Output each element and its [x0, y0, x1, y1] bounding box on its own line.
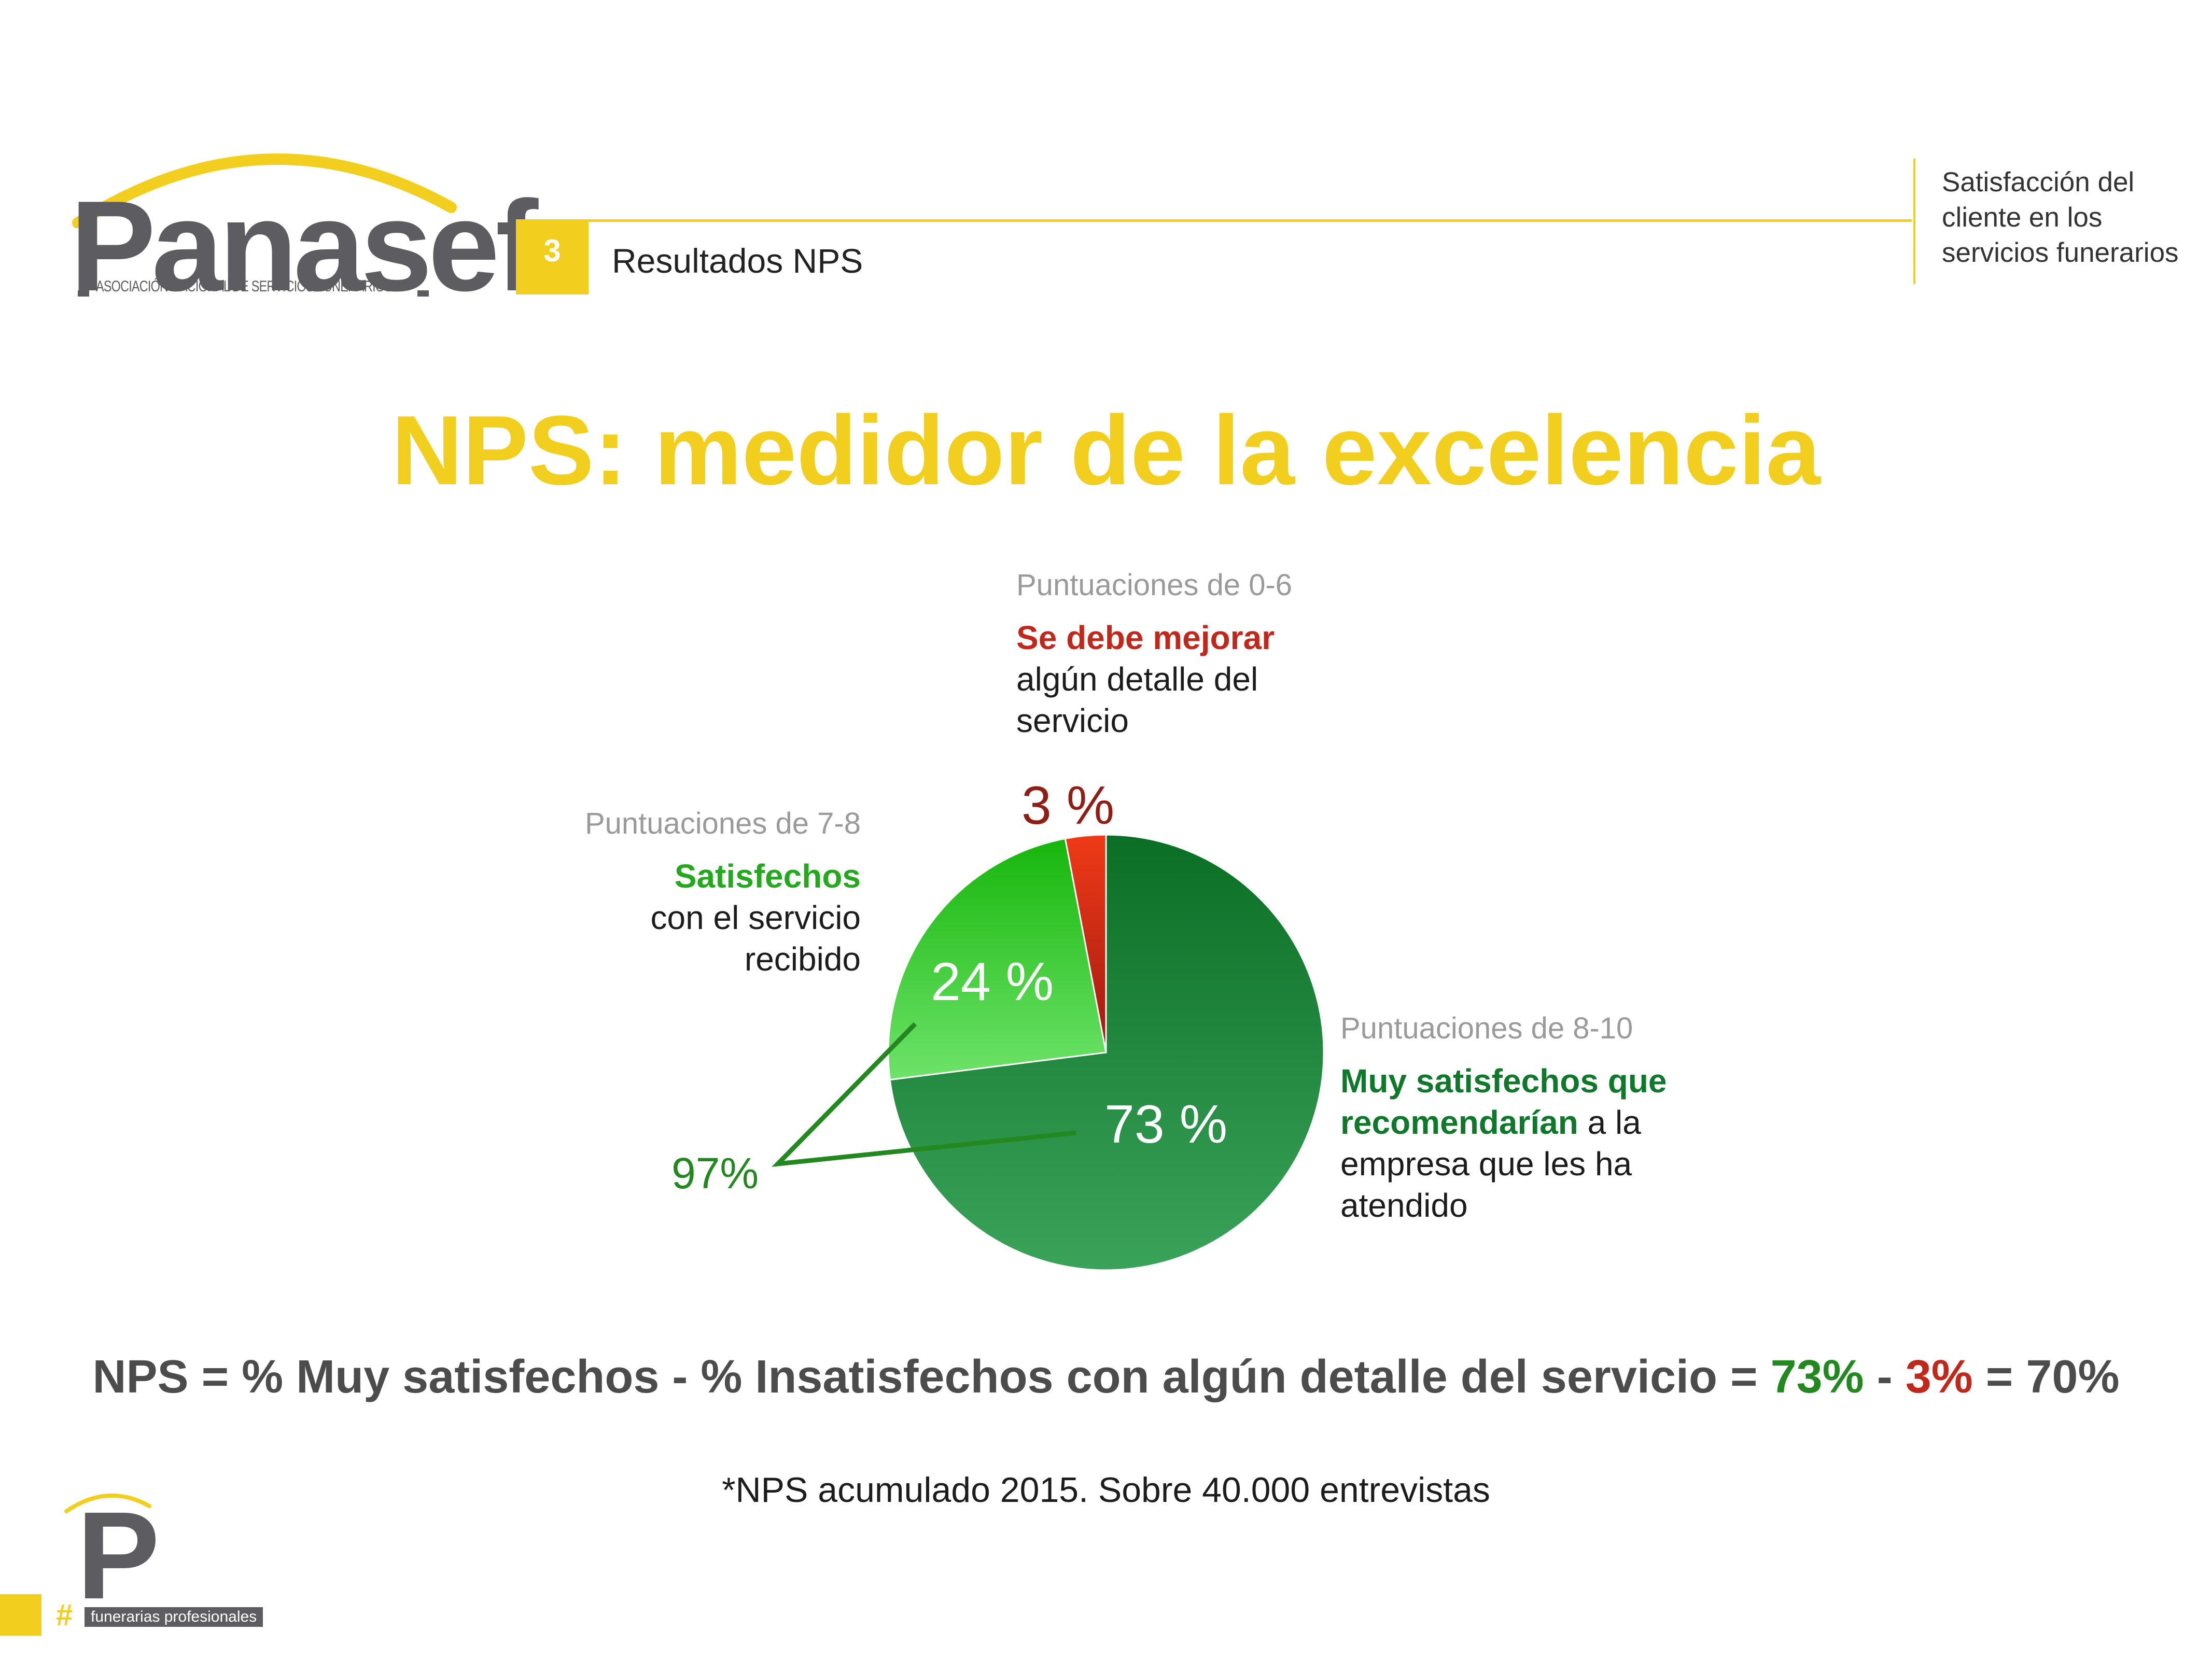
legend-text: servicio — [1016, 702, 1129, 739]
header-rule — [516, 219, 1912, 222]
nps-formula: NPS = % Muy satisfechos - % Insatisfecho… — [0, 1351, 2212, 1404]
legend-text: empresa que les ha — [1340, 1145, 1632, 1183]
legend-description: Se debe mejorar algún detalle del servic… — [1016, 617, 1292, 741]
legend-text: atendido — [1340, 1187, 1468, 1224]
formula-minus: - — [1864, 1351, 1906, 1403]
combined-satisfied-label: 97% — [671, 1149, 759, 1198]
footnote: *NPS acumulado 2015. Sobre 40.000 entrev… — [722, 1470, 1490, 1510]
legend-detractors: Puntuaciones de 0-6 Se debe mejorar algú… — [1016, 568, 1292, 741]
legend-description: Satisfechos con el servicio recibido — [550, 855, 861, 980]
pie-slice-passives — [887, 837, 1107, 1081]
report-title-line: Satisfacción del — [1942, 167, 2135, 198]
formula-positive: 73% — [1770, 1351, 1864, 1403]
report-title: Satisfacción del cliente en los servicio… — [1942, 165, 2179, 271]
combined-bracket-line — [772, 1022, 1076, 1167]
logo-subtitle: ASOCIACIÓN NACIONAL DE SERVICIOS FUNERAR… — [96, 278, 393, 295]
legend-highlight: Satisfechos — [674, 857, 861, 895]
report-title-line: cliente en los — [1942, 202, 2103, 233]
formula-negative: 3% — [1905, 1351, 1973, 1403]
legend-range: Puntuaciones de 0-6 — [1016, 568, 1293, 602]
slice-label-passives: 24 % — [931, 952, 1054, 1012]
logo-sub-bar-left — [78, 290, 89, 297]
footer-logo-arc-icon — [64, 1493, 151, 1513]
page-title: NPS: medidor de la excelencia — [391, 396, 1821, 505]
legend-passives: Puntuaciones de 7-8 Satisfechos con el s… — [550, 806, 861, 980]
formula-text: NPS = % Muy satisfechos - % Insatisfecho… — [92, 1351, 1771, 1403]
section-number-badge: 3 — [516, 222, 589, 294]
pie-slice-detractors — [1064, 834, 1107, 1053]
report-title-line: servicios funerarios — [1942, 237, 2179, 268]
footer-logo-icon: P — [77, 1486, 160, 1625]
logo-wordmark: Panasef — [70, 174, 538, 318]
logo-arc-icon — [72, 153, 457, 228]
legend-text: con el servicio — [650, 899, 861, 936]
footer-tagline: funerarias profesionales — [85, 1607, 263, 1627]
legend-text: recibido — [744, 940, 861, 978]
footer-yellow-square — [0, 1594, 41, 1636]
footer-hash-icon: # — [56, 1598, 73, 1632]
legend-text: algún detalle del — [1016, 660, 1258, 698]
section-title: Resultados NPS — [612, 242, 863, 280]
legend-highlight: Muy satisfechos que recomendarían — [1340, 1062, 1667, 1141]
legend-text: a la — [1578, 1104, 1641, 1141]
legend-description: Muy satisfechos que recomendarían a la e… — [1340, 1060, 1714, 1226]
legend-promoters: Puntuaciones de 8-10 Muy satisfechos que… — [1340, 1011, 1714, 1226]
formula-result: = 70% — [1972, 1351, 2120, 1403]
slice-label-detractors: 3 % — [1021, 776, 1115, 836]
slice-label-promoters: 73 % — [1104, 1094, 1228, 1155]
pie-slice-promoters — [889, 834, 1325, 1271]
logo-sub-bar-right — [417, 290, 429, 297]
header-vertical-rule — [1913, 159, 1915, 284]
legend-range: Puntuaciones de 7-8 — [584, 807, 861, 840]
legend-highlight: Se debe mejorar — [1016, 619, 1275, 656]
legend-range: Puntuaciones de 8-10 — [1340, 1011, 1633, 1045]
